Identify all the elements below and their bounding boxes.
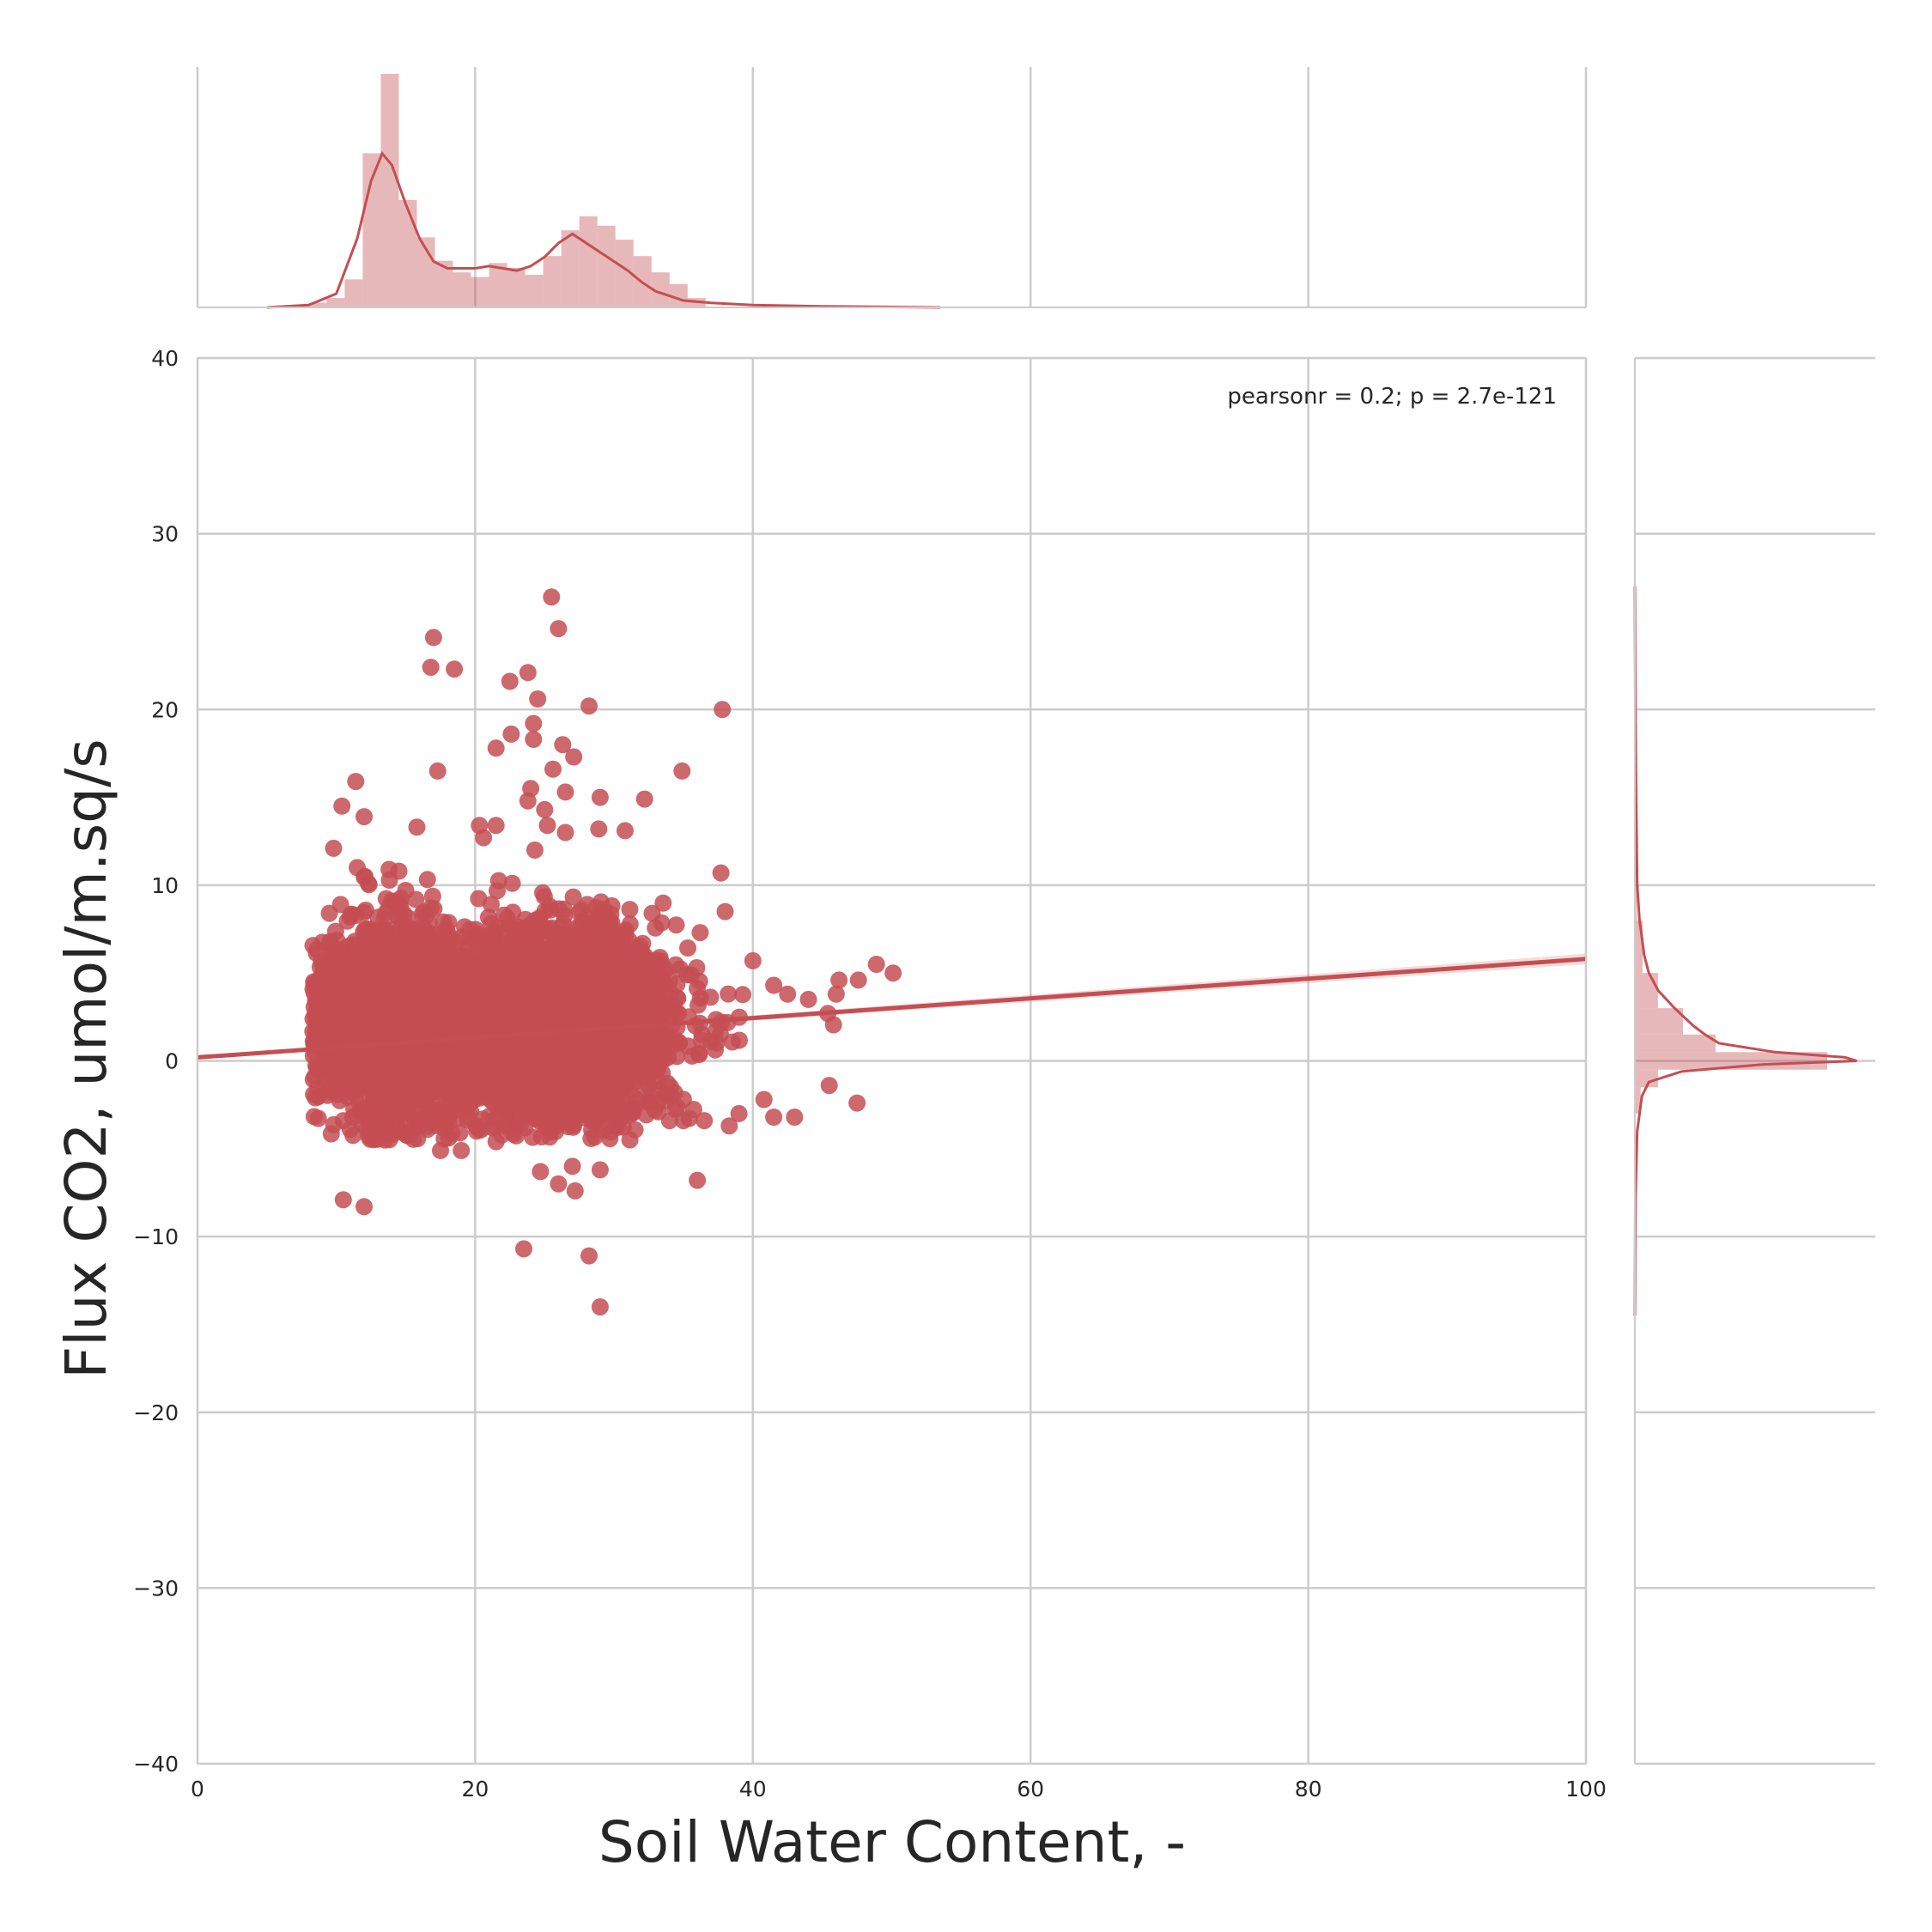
- top-hist-bar: [579, 216, 598, 307]
- top-hist-bar: [453, 272, 471, 307]
- scatter-point: [409, 1114, 427, 1132]
- scatter-point: [586, 1128, 604, 1146]
- top-hist-bar: [561, 230, 580, 307]
- top-hist-bar: [525, 274, 544, 307]
- top-histogram: [266, 74, 941, 309]
- right-hist-bar: [1635, 920, 1643, 974]
- top-hist-bar: [615, 240, 634, 307]
- top-hist-bar: [489, 263, 507, 307]
- scatter-point: [734, 986, 751, 1004]
- scatter-point: [535, 888, 553, 906]
- top-hist-bar: [434, 260, 453, 307]
- scatter-point: [667, 956, 684, 974]
- right-hist-bar: [1635, 1087, 1641, 1114]
- right-kde-line: [1633, 586, 1857, 1316]
- right-hist-bar: [1635, 1034, 1716, 1053]
- scatter-point: [355, 903, 373, 921]
- scatter-point: [392, 1123, 410, 1141]
- scatter-point: [693, 1025, 711, 1043]
- top-hist-bar: [344, 279, 363, 307]
- right-hist-bar: [1635, 973, 1658, 1009]
- right-hist-bar: [1635, 1052, 1827, 1070]
- scatter-point: [489, 872, 507, 890]
- scatter-point: [679, 939, 696, 957]
- scatter-point: [418, 871, 436, 889]
- scatter-point: [556, 907, 574, 925]
- scatter-point: [578, 908, 596, 927]
- scatter-point: [689, 980, 706, 998]
- scatter-point: [468, 1122, 486, 1140]
- top-hist-bar: [471, 276, 489, 307]
- scatter-point: [503, 874, 521, 892]
- top-hist-bar: [507, 267, 526, 307]
- top-hist-bar: [543, 256, 562, 307]
- top-hist-bar: [398, 199, 417, 307]
- top-hist-bar: [326, 298, 345, 307]
- top-hist-bar: [308, 302, 327, 307]
- right-hist-bar: [1635, 867, 1637, 920]
- top-hist-bar: [597, 225, 616, 307]
- right-histogram: [1633, 586, 1857, 1316]
- scatter-points: [304, 588, 902, 1315]
- top-hist-bar: [380, 74, 399, 307]
- scatter-point: [690, 996, 707, 1014]
- scatter-point: [413, 905, 431, 923]
- scatter-point: [564, 888, 582, 906]
- right-hist-bar: [1635, 1008, 1683, 1035]
- top-hist-bar: [651, 272, 670, 307]
- scatter-point: [667, 916, 685, 934]
- right-hist-bar: [1635, 1069, 1658, 1088]
- scatter-point: [653, 914, 671, 932]
- scatter-point: [682, 966, 700, 984]
- top-kde-line: [266, 150, 941, 309]
- scatter-point: [621, 1131, 639, 1149]
